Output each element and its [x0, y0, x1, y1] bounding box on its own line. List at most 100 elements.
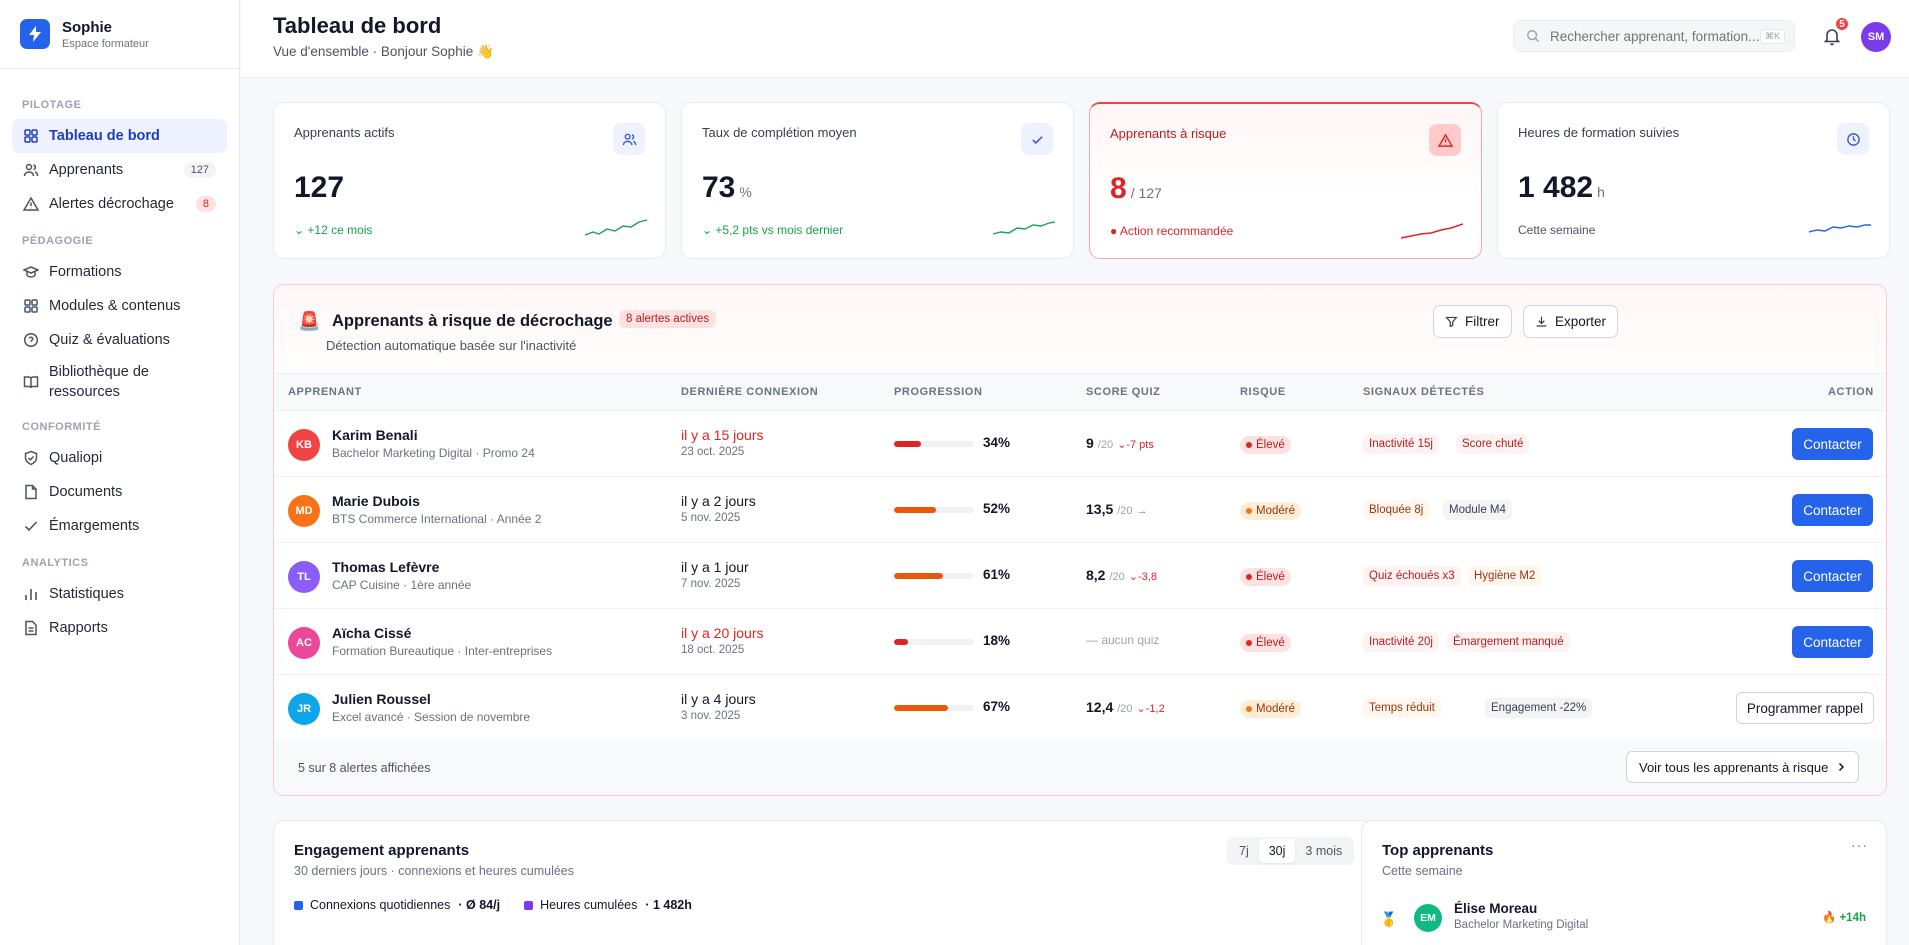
contact-button[interactable]: Contacter	[1792, 626, 1873, 658]
learner-name[interactable]: Aïcha Cissé	[332, 625, 412, 641]
progress-percent: 34%	[983, 435, 1011, 450]
sidebar-item-alertes-decrochage[interactable]: Alertes décrochage 8	[12, 187, 227, 221]
column-header[interactable]: PROGRESSION	[894, 386, 983, 398]
column-header[interactable]: SCORE QUIZ	[1086, 386, 1161, 398]
filter-label: Filtrer	[1465, 314, 1500, 329]
bell-icon[interactable]	[1821, 25, 1843, 47]
sidebar-item-apprenants[interactable]: Apprenants 127	[12, 153, 227, 187]
sidebar-item-quiz[interactable]: Quiz & évaluations	[12, 323, 227, 357]
signal-tag: Quiz échoués x3	[1363, 566, 1461, 586]
learner-name[interactable]: Marie Dubois	[332, 493, 420, 509]
sidebar-item-label: Documents	[49, 484, 123, 500]
sidebar-item-label: Alertes décrochage	[49, 196, 174, 212]
sidebar-item-tableau-de-bord[interactable]: Tableau de bord	[12, 119, 227, 153]
table-header: APPRENANT DERNIÈRE CONNEXION PROGRESSION…	[274, 373, 1886, 411]
sidebar-item-bibliotheque[interactable]: Bibliothèque de ressources	[12, 357, 227, 407]
shortcut-hint: ⌘K	[1760, 28, 1786, 44]
table-row[interactable]: MD Marie Dubois BTS Commerce Internation…	[274, 477, 1886, 543]
alert-count-badge: 8 alertes actives	[619, 310, 717, 328]
user-avatar[interactable]: SM	[1861, 22, 1891, 52]
sidebar-item-label: Quiz & évaluations	[49, 332, 170, 348]
search-input[interactable]	[1550, 28, 1760, 44]
brand[interactable]: Sophie Espace formateur	[0, 0, 239, 69]
medal-icon: 🥇	[1380, 911, 1398, 927]
progress-percent: 18%	[983, 633, 1011, 648]
sidebar-item-label: Qualiopi	[49, 450, 103, 466]
progress-percent: 61%	[983, 567, 1011, 582]
sidebar: Sophie Espace formateur PILOTAGE Tableau…	[0, 0, 240, 945]
signal-tag: Module M4	[1443, 500, 1512, 520]
grid-icon	[24, 299, 38, 313]
progress-fill	[894, 573, 943, 579]
learner-name[interactable]: Thomas Lefèvre	[332, 559, 440, 575]
table-row[interactable]: AC Aïcha Cissé Formation Bureautique · I…	[274, 609, 1886, 675]
sidebar-item-rapports[interactable]: Rapports	[12, 611, 227, 645]
kpi-label: Taux de complétion moyen	[702, 125, 857, 140]
nav-section-pedagogie: PÉDAGOGIE	[22, 235, 94, 247]
last-connection-date: 18 oct. 2025	[681, 644, 745, 656]
sidebar-item-modules[interactable]: Modules & contenus	[12, 289, 227, 323]
learner-name[interactable]: Élise Moreau	[1454, 901, 1538, 916]
progress-fill	[894, 441, 922, 447]
contact-button[interactable]: Contacter	[1792, 494, 1873, 526]
sparkline	[1401, 223, 1463, 239]
topbar: Tableau de bord Vue d'ensemble · Bonjour…	[241, 0, 1909, 78]
learner-program: Bachelor Marketing Digital · Promo 24	[332, 446, 535, 460]
avatar: KB	[288, 429, 320, 461]
progress-bar	[894, 705, 974, 711]
contact-button[interactable]: Contacter	[1792, 560, 1873, 592]
sidebar-item-documents[interactable]: Documents	[12, 475, 227, 509]
legend-label: Heures cumulées	[540, 898, 638, 912]
notification-badge: 5	[1834, 16, 1850, 32]
learner-program: Excel avancé · Session de novembre	[332, 710, 531, 724]
sidebar-item-statistiques[interactable]: Statistiques	[12, 577, 227, 611]
export-button[interactable]: Exporter	[1523, 305, 1619, 338]
filter-button[interactable]: Filtrer	[1433, 305, 1512, 338]
brand-subtitle: Espace formateur	[62, 37, 149, 50]
progress-fill	[894, 639, 909, 645]
lightning-logo-icon	[20, 19, 50, 49]
search-box[interactable]: ⌘K	[1513, 20, 1795, 52]
chevron-right-icon	[1839, 762, 1845, 772]
brand-name: Sophie	[62, 18, 113, 36]
risk-panel-subtitle: Détection automatique basée sur l'inacti…	[326, 338, 577, 353]
column-header[interactable]: SIGNAUX DÉTECTÉS	[1363, 386, 1485, 398]
last-connection: il y a 2 jours	[681, 493, 756, 509]
kpi-card-apprenants-a-risque[interactable]: Apprenants à risque 8/ 127 ● Action reco…	[1089, 102, 1482, 259]
range-30j[interactable]: 30j	[1258, 839, 1296, 863]
kpi-card-taux-completion[interactable]: Taux de complétion moyen 73% ⌄ +5,2 pts …	[681, 102, 1074, 259]
kpi-card-apprenants-actifs[interactable]: Apprenants actifs 127 ⌄ +12 ce mois	[273, 102, 666, 259]
more-options-icon[interactable]: ···	[1851, 837, 1868, 853]
table-row[interactable]: KB Karim Benali Bachelor Marketing Digit…	[274, 411, 1886, 477]
results-count: 5 sur 8 alertes affichées	[298, 761, 431, 775]
range-3-mois[interactable]: 3 mois	[1305, 844, 1343, 858]
table-row[interactable]: TL Thomas Lefèvre CAP Cuisine · 1ère ann…	[274, 543, 1886, 609]
last-connection: il y a 15 jours	[681, 427, 764, 443]
signal-tag: Hygiène M2	[1468, 566, 1542, 586]
progress-bar	[894, 441, 974, 447]
learner-name[interactable]: Julien Roussel	[332, 691, 431, 707]
sidebar-item-emargements[interactable]: Émargements	[12, 509, 227, 543]
column-header[interactable]: APPRENANT	[288, 386, 362, 398]
sidebar-item-qualiopi[interactable]: Qualiopi	[12, 441, 227, 475]
schedule-reminder-button[interactable]: Programmer rappel	[1736, 692, 1874, 724]
range-7j[interactable]: 7j	[1239, 844, 1249, 858]
column-header[interactable]: DERNIÈRE CONNEXION	[681, 386, 819, 398]
sidebar-item-formations[interactable]: Formations	[12, 255, 227, 289]
page-subtitle: Vue d'ensemble · Bonjour Sophie 👋	[273, 44, 494, 59]
hours-delta: 🔥 +14h	[1821, 912, 1866, 924]
download-icon	[1536, 316, 1547, 327]
chart-legend: Connexions quotidiennes · Ø 84/j Heures …	[294, 898, 716, 912]
view-all-button[interactable]: Voir tous les apprenants à risque	[1626, 751, 1860, 783]
nav-section-pilotage: PILOTAGE	[22, 99, 82, 111]
progress-bar	[894, 573, 974, 579]
learner-name[interactable]: Karim Benali	[332, 427, 418, 443]
view-all-label: Voir tous les apprenants à risque	[1639, 759, 1829, 775]
legend-label: Connexions quotidiennes	[310, 898, 451, 912]
kpi-card-heures-formation[interactable]: Heures de formation suivies 1 482 h Cette…	[1497, 102, 1890, 259]
column-header[interactable]: RISQUE	[1240, 386, 1286, 398]
table-row[interactable]: JR Julien Roussel Excel avancé · Session…	[274, 675, 1886, 741]
kpi-trend: ⌄ +5,2 pts vs mois dernier	[702, 223, 844, 237]
count-badge: 127	[183, 162, 216, 178]
contact-button[interactable]: Contacter	[1792, 428, 1873, 460]
